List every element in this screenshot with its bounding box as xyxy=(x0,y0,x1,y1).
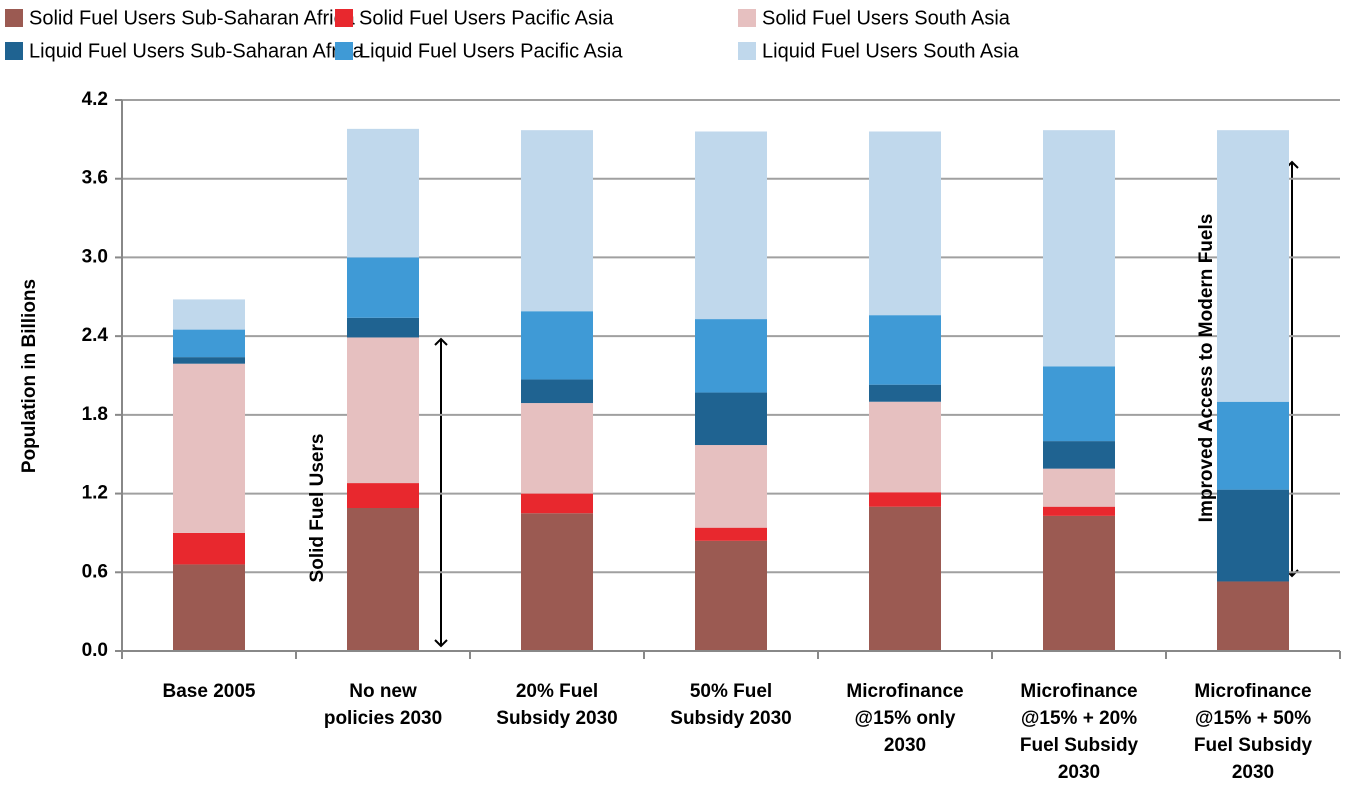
y-tick-label: 0.0 xyxy=(82,640,108,661)
y-tick-label: 1.2 xyxy=(82,483,108,504)
bar-segment xyxy=(173,532,245,565)
bar-segment xyxy=(1217,130,1289,402)
bar-segment xyxy=(521,513,593,651)
bar-segment xyxy=(173,363,245,533)
x-tick-label: Microfinance @15% only 2030 xyxy=(846,681,964,756)
bar-segment xyxy=(695,527,767,541)
bar-segment xyxy=(1043,468,1115,507)
x-tick-label: Microfinance @15% + 50% Fuel Subsidy 203… xyxy=(1193,681,1313,783)
bar-segment xyxy=(1043,130,1115,367)
bar-segment xyxy=(347,508,419,651)
bar-segment xyxy=(521,493,593,514)
bar-segment xyxy=(869,131,941,316)
bar-segment xyxy=(173,357,245,364)
bar-segment xyxy=(347,257,419,318)
y-tick-label: 1.8 xyxy=(82,404,108,425)
bar-segment xyxy=(1043,515,1115,651)
bar-segment xyxy=(521,130,593,312)
bar-segment xyxy=(695,445,767,528)
bar-segment xyxy=(695,319,767,393)
legend-label: Liquid Fuel Users Pacific Asia xyxy=(359,40,623,62)
x-tick-label: 20% Fuel Subsidy 2030 xyxy=(496,681,618,729)
legend-swatch xyxy=(5,42,23,60)
bar-segment xyxy=(521,403,593,494)
bar-segment xyxy=(1043,506,1115,516)
legend-label: Liquid Fuel Users South Asia xyxy=(762,40,1020,62)
legend-label: Solid Fuel Users Pacific Asia xyxy=(359,7,614,29)
bar-segment xyxy=(869,506,941,651)
x-tick-label: 50% Fuel Subsidy 2030 xyxy=(670,681,792,729)
legend-label: Solid Fuel Users South Asia xyxy=(762,7,1011,29)
bar-segment xyxy=(695,131,767,320)
legend-swatch xyxy=(335,42,353,60)
y-tick-label: 4.2 xyxy=(82,89,108,110)
bar-segment xyxy=(1217,581,1289,651)
bar-segment xyxy=(869,384,941,402)
bar-segment xyxy=(1043,441,1115,469)
bar-segment xyxy=(521,311,593,380)
bar-segment xyxy=(347,483,419,509)
bar-segment xyxy=(173,329,245,358)
bar-segment xyxy=(521,379,593,404)
legend-swatch xyxy=(738,42,756,60)
annotation: Solid Fuel Users xyxy=(307,434,328,583)
bar-segment xyxy=(1043,366,1115,442)
bar-segment xyxy=(695,540,767,651)
bar-segment xyxy=(173,299,245,330)
legend-swatch xyxy=(5,9,23,27)
legend-swatch xyxy=(738,9,756,27)
bar-segment xyxy=(1217,489,1289,582)
y-axis-label: Population in Billions xyxy=(19,279,40,473)
x-tick-label: Microfinance @15% + 20% Fuel Subsidy 203… xyxy=(1019,681,1139,783)
x-tick-label: No new policies 2030 xyxy=(323,681,443,729)
bar-segment xyxy=(347,317,419,338)
bar-segment xyxy=(173,564,245,651)
bar-segment xyxy=(869,401,941,493)
y-tick-label: 0.6 xyxy=(82,561,108,582)
bar-segment xyxy=(869,315,941,385)
bar-segment xyxy=(347,337,419,484)
y-tick-label: 3.0 xyxy=(82,246,108,267)
x-tick-label: Base 2005 xyxy=(162,681,256,702)
bar-segment xyxy=(1217,401,1289,490)
bar-segment xyxy=(869,492,941,507)
y-tick-label: 2.4 xyxy=(82,325,109,346)
legend-label: Liquid Fuel Users Sub-Saharan Africa xyxy=(29,40,364,62)
legend-label: Solid Fuel Users Sub-Saharan Africa xyxy=(29,7,356,29)
y-tick-label: 3.6 xyxy=(82,168,108,189)
legend-swatch xyxy=(335,9,353,27)
bar-segment xyxy=(347,128,419,258)
annotation: Improved Access to Modern Fuels xyxy=(1196,214,1217,523)
bar-segment xyxy=(695,392,767,446)
